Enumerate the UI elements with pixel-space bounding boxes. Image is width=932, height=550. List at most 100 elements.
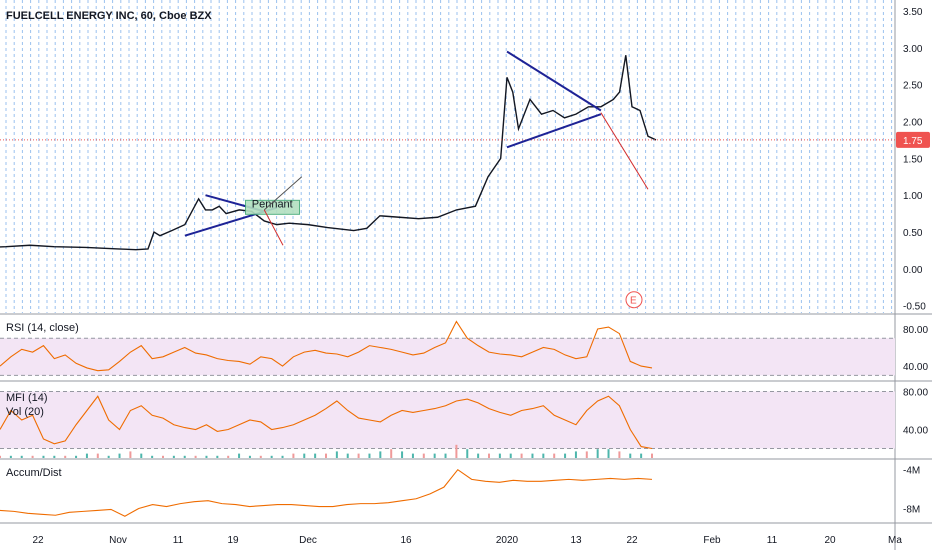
volume-bar: [140, 453, 143, 458]
x-tick-label: 20: [824, 535, 836, 546]
volume-bar: [183, 455, 186, 458]
y-tick-label: 2.50: [903, 81, 923, 92]
volume-bar: [227, 455, 230, 458]
indicator-bands: [0, 337, 895, 449]
rsi-label: RSI (14, close): [6, 322, 79, 334]
volume-bar: [194, 455, 197, 458]
y-tick-label: 80.00: [903, 388, 928, 399]
volume-bars: [0, 444, 653, 458]
volume-bar: [270, 455, 273, 458]
x-tick-label: Ma: [888, 535, 902, 546]
indicator-line: [0, 395, 653, 450]
volume-bar: [509, 453, 512, 458]
volume-bar: [216, 455, 219, 458]
volume-bar: [390, 449, 393, 458]
volume-bar: [542, 453, 545, 458]
volume-bar: [629, 453, 632, 458]
indicator-band: [0, 391, 895, 449]
volume-bar: [498, 453, 501, 458]
volume-bar: [64, 455, 67, 458]
volume-bar: [96, 453, 99, 458]
y-tick-label: 3.00: [903, 44, 923, 55]
volume-bar: [162, 455, 164, 458]
vertical-gridlines: [5, 0, 893, 313]
volume-bar: [259, 455, 262, 458]
y-tick-label: 1.50: [903, 154, 923, 165]
volume-bar: [53, 455, 56, 458]
volume-bar: [520, 453, 523, 458]
volume-bar: [118, 453, 121, 458]
volume-bar: [433, 453, 436, 458]
volume-bar: [531, 453, 534, 458]
y-tick-label: -4M: [903, 466, 920, 477]
current-price-label: 1.75: [903, 136, 923, 147]
volume-bar: [640, 453, 643, 458]
vol-label: Vol (20): [6, 406, 44, 418]
volume-bar: [129, 451, 132, 458]
volume-bar: [564, 453, 567, 458]
y-tick-label: 0.00: [903, 265, 923, 276]
volume-bar: [20, 455, 23, 458]
pennant-label: Pennant: [252, 199, 293, 211]
earnings-marker-label: E: [630, 296, 637, 307]
x-tick-label: 13: [570, 535, 582, 546]
volume-bar: [368, 453, 371, 458]
pennant-label-box: [245, 199, 300, 215]
volume-bar: [422, 453, 425, 458]
volume-bar: [411, 453, 414, 458]
y-tick-label: 2.00: [903, 118, 923, 129]
y-tick-label: 40.00: [903, 426, 928, 437]
pennant-up-arrow: [263, 176, 303, 211]
x-tick-label: 22: [32, 535, 44, 546]
volume-bar: [596, 449, 599, 458]
y-tick-label: 40.00: [903, 362, 928, 373]
volume-bar: [292, 453, 295, 458]
ad-label: Accum/Dist: [6, 467, 62, 479]
x-tick-label: 11: [173, 535, 184, 546]
pennant-down-arrow: [263, 209, 284, 246]
triangle-target-arrow: [600, 112, 649, 190]
volume-bar: [314, 453, 317, 458]
volume-bar: [107, 455, 110, 458]
volume-bar: [325, 453, 327, 458]
x-tick-label: 16: [400, 535, 412, 546]
volume-bar: [607, 449, 610, 458]
chart-title: FUELCELL ENERGY INC, 60, Cboe BZX: [6, 10, 212, 22]
volume-bar: [172, 455, 175, 458]
volume-bar: [455, 444, 458, 458]
volume-bar: [553, 453, 556, 458]
earnings-marker: [625, 291, 643, 309]
y-tick-label: -0.50: [903, 302, 926, 313]
volume-bar: [248, 455, 251, 458]
drawing-layer: Pennant E: [184, 50, 649, 309]
x-tick-label: Dec: [299, 535, 317, 546]
volume-bar: [401, 451, 404, 458]
volume-bar: [0, 455, 1, 458]
mfi-label: MFI (14): [6, 392, 48, 404]
x-tick-label: 11: [767, 535, 778, 546]
volume-bar: [75, 455, 78, 458]
volume-bar: [574, 451, 577, 458]
volume-bar: [303, 453, 306, 458]
volume-bar: [9, 455, 12, 458]
volume-bar: [357, 453, 360, 458]
price-pane: [0, 55, 895, 251]
y-tick-label: 3.50: [903, 7, 923, 18]
volume-bar: [618, 451, 621, 458]
x-tick-label: 19: [227, 535, 239, 546]
volume-bar: [466, 449, 469, 458]
current-price-tag: [896, 131, 930, 148]
indicator-line: [0, 320, 653, 372]
volume-bar: [205, 455, 208, 458]
y-tick-label: -8M: [903, 504, 920, 515]
volume-bar: [488, 453, 490, 458]
accum-dist-pane: [0, 468, 653, 517]
triangle-lower-trendline: [506, 113, 602, 149]
accum-dist-line: [0, 468, 653, 517]
volume-bar: [31, 455, 34, 458]
indicator-band: [0, 338, 895, 376]
volume-bar: [346, 453, 349, 458]
volume-bar: [444, 453, 447, 458]
triangle-upper-trendline: [506, 50, 602, 112]
